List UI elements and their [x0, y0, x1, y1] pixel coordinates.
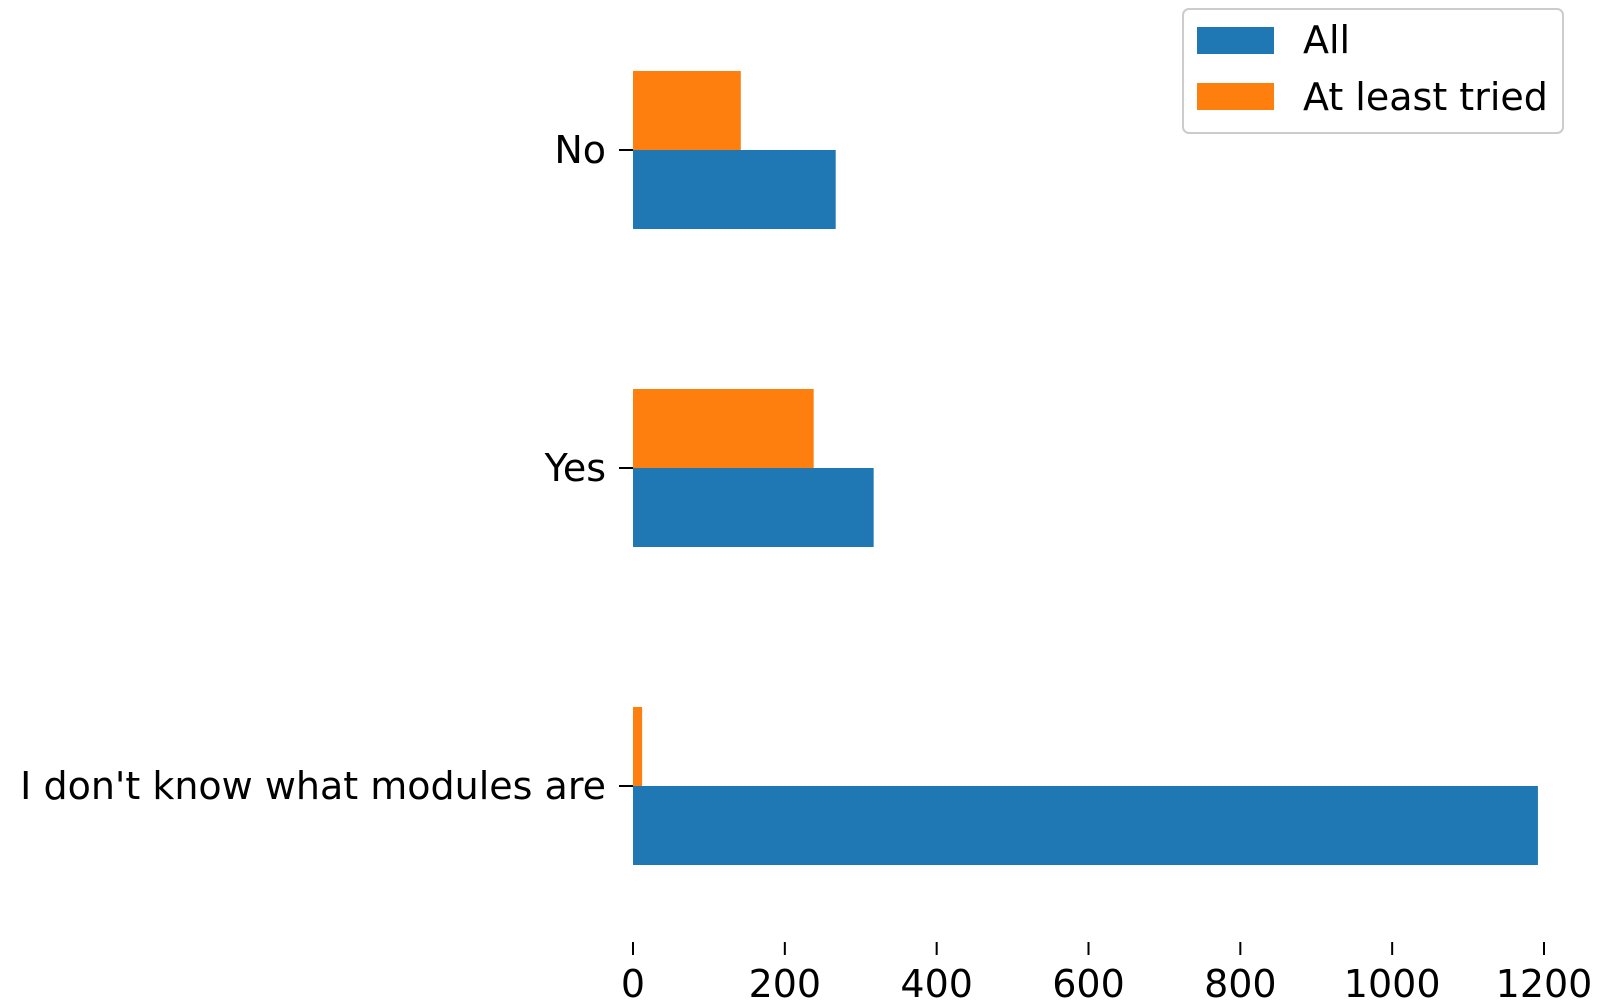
x-axis: 0 200 400 600 800 1000 1200 — [621, 942, 1592, 1001]
bars-layer — [633, 71, 1538, 865]
x-tick-label-800: 800 — [1204, 962, 1277, 1001]
bar-at-least-tried-no — [633, 71, 741, 150]
bar-at-least-tried-yes — [633, 389, 814, 468]
legend-swatch-all — [1197, 27, 1274, 54]
x-tick-label-0: 0 — [621, 962, 645, 1001]
legend-label-all: All — [1303, 18, 1350, 62]
bar-at-least-tried-i-don-t-know-what-modules-are — [633, 707, 642, 786]
y-axis: No Yes I don't know what modules are — [20, 128, 633, 808]
legend: All At least tried — [1183, 9, 1563, 133]
legend-label-at-least-tried: At least tried — [1303, 75, 1548, 119]
x-tick-label-1000: 1000 — [1344, 962, 1441, 1001]
y-tick-label-no: No — [554, 128, 606, 172]
x-tick-label-400: 400 — [900, 962, 973, 1001]
bar-all-i-don-t-know-what-modules-are — [633, 786, 1538, 865]
x-tick-label-1200: 1200 — [1496, 962, 1593, 1001]
x-tick-label-600: 600 — [1052, 962, 1125, 1001]
bar-all-yes — [633, 468, 874, 547]
bar-all-no — [633, 150, 836, 229]
x-tick-label-200: 200 — [749, 962, 822, 1001]
y-tick-label-i-don-t-know-what-modules-are: I don't know what modules are — [20, 764, 606, 808]
y-tick-label-yes: Yes — [544, 446, 606, 490]
legend-swatch-at-least-tried — [1197, 83, 1274, 110]
